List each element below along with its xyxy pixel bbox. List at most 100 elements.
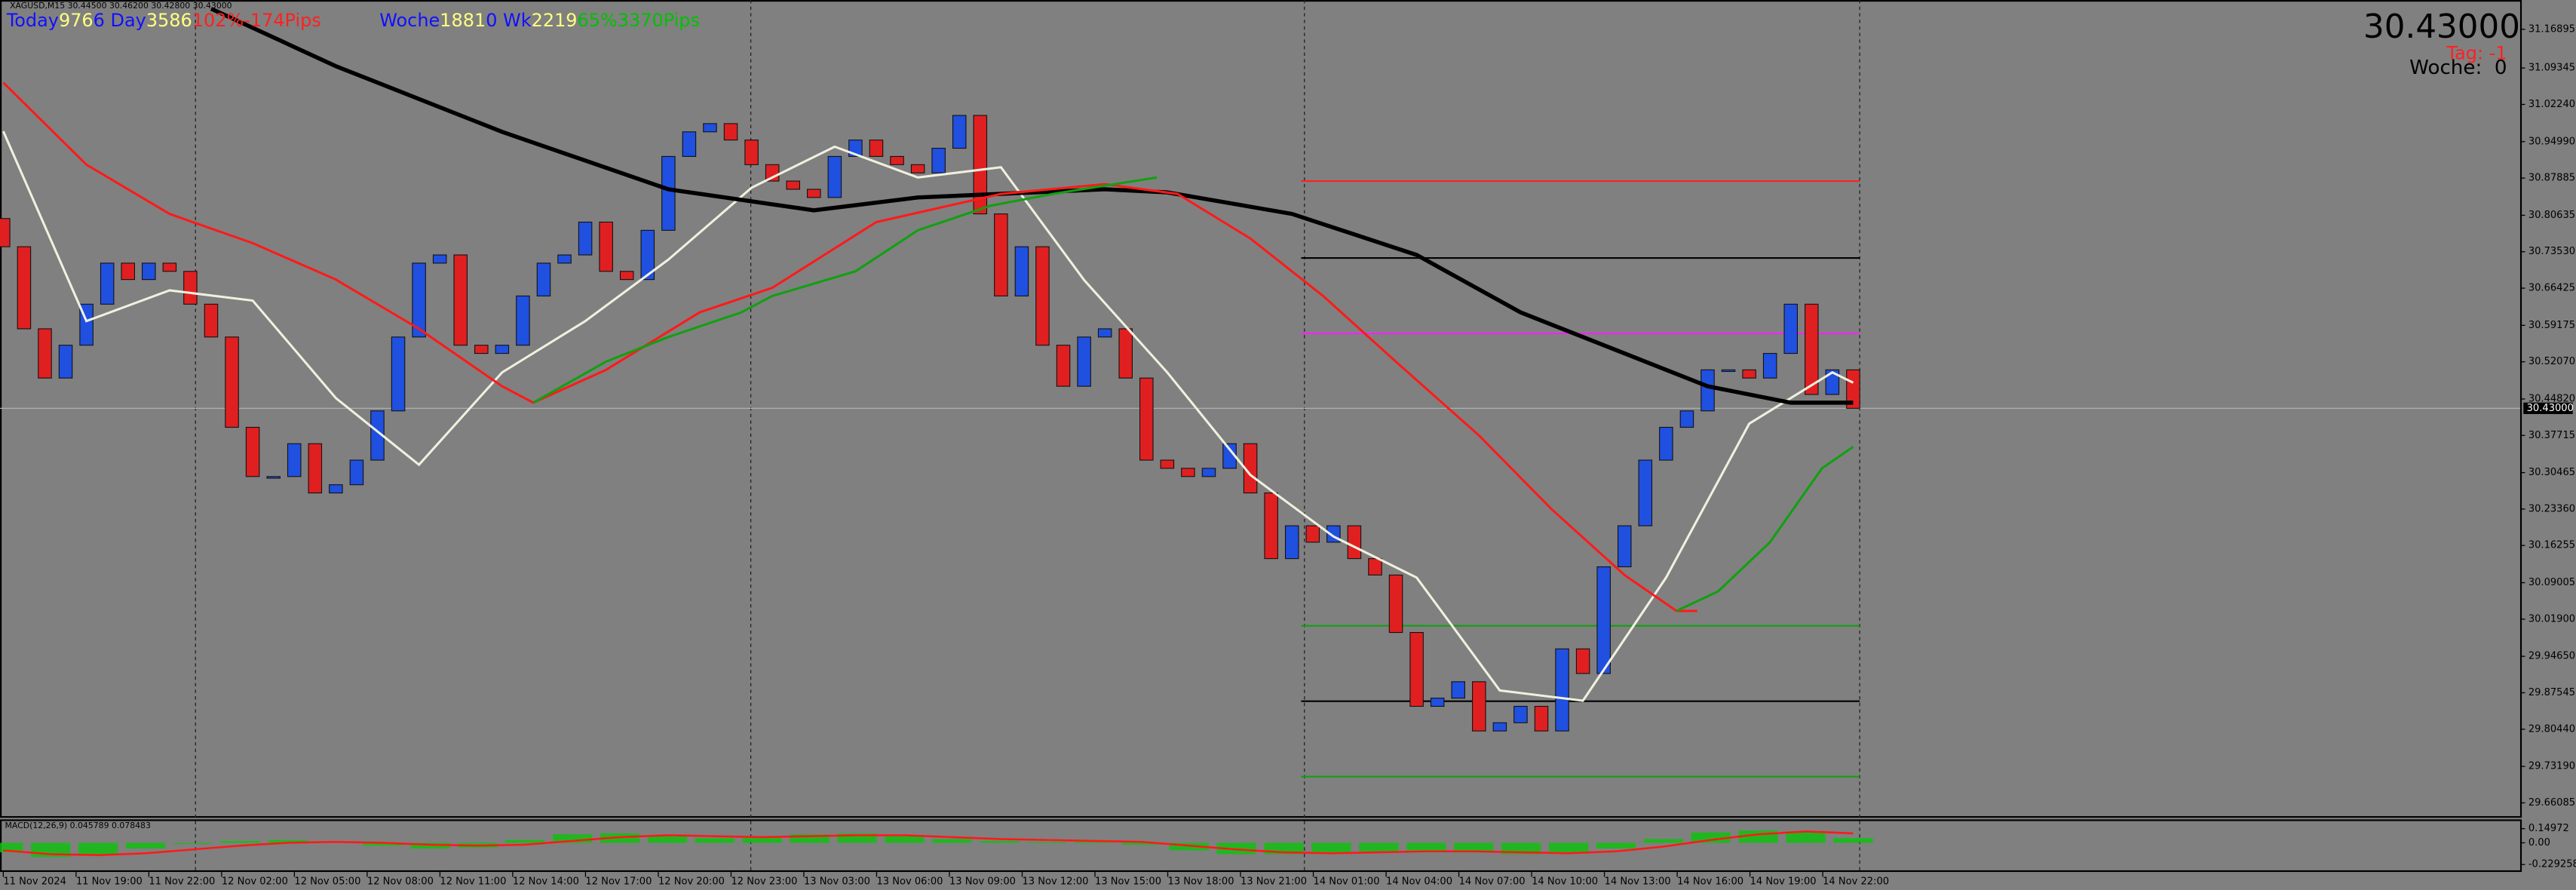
macd-bar: [647, 836, 688, 843]
candle: [619, 271, 634, 281]
candle: [1534, 705, 1549, 732]
day-tag: Tag: -1: [2446, 42, 2507, 63]
candle: [432, 254, 447, 264]
y-tick-label: 29.73190: [2528, 761, 2575, 772]
y-tick-label: 30.59175: [2528, 320, 2575, 331]
candle: [910, 164, 925, 173]
y-tick-label: 30.23360: [2528, 503, 2575, 514]
x-tick-label: 14 Nov 01:00: [1314, 876, 1380, 888]
candle: [1097, 328, 1112, 338]
current-price: 30.43000: [2363, 8, 2520, 46]
x-tick-label: 14 Nov 22:00: [1823, 876, 1889, 888]
indicator-line: [2, 81, 1697, 612]
y-tick-label: 30.73530: [2528, 246, 2575, 257]
macd-bar: [1454, 842, 1494, 853]
y-tick-label: 29.94650: [2528, 651, 2575, 662]
macd-bar: [125, 842, 166, 849]
y-tick-label: 31.02240: [2528, 99, 2575, 110]
x-tick-label: 13 Nov 18:00: [1168, 876, 1234, 888]
candle: [1347, 525, 1362, 560]
macd-bar: [1833, 838, 1873, 843]
candle: [1388, 574, 1403, 634]
candle: [890, 155, 904, 165]
x-tick-label: 12 Nov 05:00: [294, 876, 360, 888]
x-tick-label: 13 Nov 09:00: [949, 876, 1016, 888]
macd-bar: [220, 840, 260, 843]
candle: [931, 148, 946, 173]
y-tick-label: -0.229258: [2528, 859, 2576, 870]
candle: [100, 262, 115, 305]
candle: [1181, 468, 1195, 477]
candle: [308, 443, 323, 494]
candle: [453, 254, 468, 346]
candle: [536, 262, 551, 296]
macd-bar: [78, 842, 118, 855]
x-tick-label: 12 Nov 02:00: [222, 876, 288, 888]
candle: [973, 115, 988, 215]
stat-segment: Woche: [379, 10, 440, 31]
candle: [1555, 648, 1569, 732]
stat-segment: 6 Day: [94, 10, 146, 31]
candle: [287, 443, 302, 477]
stat-segment: 3370Pips: [618, 10, 700, 31]
macd-bar: [885, 835, 925, 843]
macd-bar: [1548, 842, 1589, 854]
x-tick-label: 14 Nov 04:00: [1386, 876, 1452, 888]
candle: [495, 345, 510, 354]
x-tick-label: 13 Nov 21:00: [1240, 876, 1307, 888]
y-tick-label: 30.09005: [2528, 577, 2575, 588]
y-tick-label: 29.87545: [2528, 687, 2575, 698]
candle: [599, 221, 613, 272]
macd-bar: [268, 839, 308, 843]
macd-signal: [3, 830, 1854, 857]
candle: [1430, 698, 1445, 707]
macd-bar: [505, 839, 545, 843]
candle: [807, 189, 821, 198]
x-tick-label: 14 Nov 13:00: [1605, 876, 1671, 888]
candle: [1160, 459, 1175, 469]
x-tick-label: 12 Nov 08:00: [367, 876, 434, 888]
main-pane-border: [0, 0, 2522, 818]
candle: [1679, 410, 1694, 428]
y-tick-label: 30.94990: [2528, 136, 2575, 147]
y-tick-label: 30.87885: [2528, 173, 2575, 184]
macd-bar: [363, 842, 403, 846]
candle: [204, 303, 219, 338]
candle: [1035, 246, 1050, 346]
x-tick-label: 13 Nov 06:00: [876, 876, 943, 888]
candle: [225, 336, 239, 428]
macd-bar: [1406, 842, 1446, 851]
candle: [744, 140, 759, 165]
candle: [1118, 328, 1133, 379]
candle: [640, 229, 655, 281]
candle: [786, 180, 800, 190]
candle: [1472, 681, 1486, 732]
stat-segment: 65: [578, 10, 600, 31]
y-tick-label: 30.66425: [2528, 283, 2575, 294]
candle: [1409, 632, 1424, 707]
candle: [1077, 336, 1091, 387]
candle: [1575, 648, 1590, 674]
macd-bar: [742, 836, 782, 843]
y-tick-label: 31.09345: [2528, 63, 2575, 74]
indicator-line: [2, 130, 1854, 702]
macd-bar: [695, 838, 734, 843]
candle: [183, 271, 198, 305]
candle: [412, 262, 426, 338]
candle: [266, 476, 281, 479]
candle: [1284, 525, 1299, 560]
plot: 31.16895 31.09345 31.02240 30.94990 30.87885…: [0, 7, 2576, 888]
x-tick-label: 14 Nov 16:00: [1677, 876, 1743, 888]
x-tick-label: 12 Nov 14:00: [513, 876, 579, 888]
candle: [329, 484, 343, 494]
candle: [1139, 377, 1154, 461]
candle: [17, 246, 32, 330]
x-tick-label: 14 Nov 19:00: [1750, 876, 1817, 888]
y-tick-label: 0.00: [2528, 837, 2550, 849]
candle: [1264, 493, 1278, 560]
last-price-label: 30.43000: [2527, 403, 2574, 414]
today-stats: Today9766 Day3586102%-174Pips: [6, 10, 321, 31]
candle: [1305, 525, 1320, 543]
candle: [661, 155, 676, 231]
